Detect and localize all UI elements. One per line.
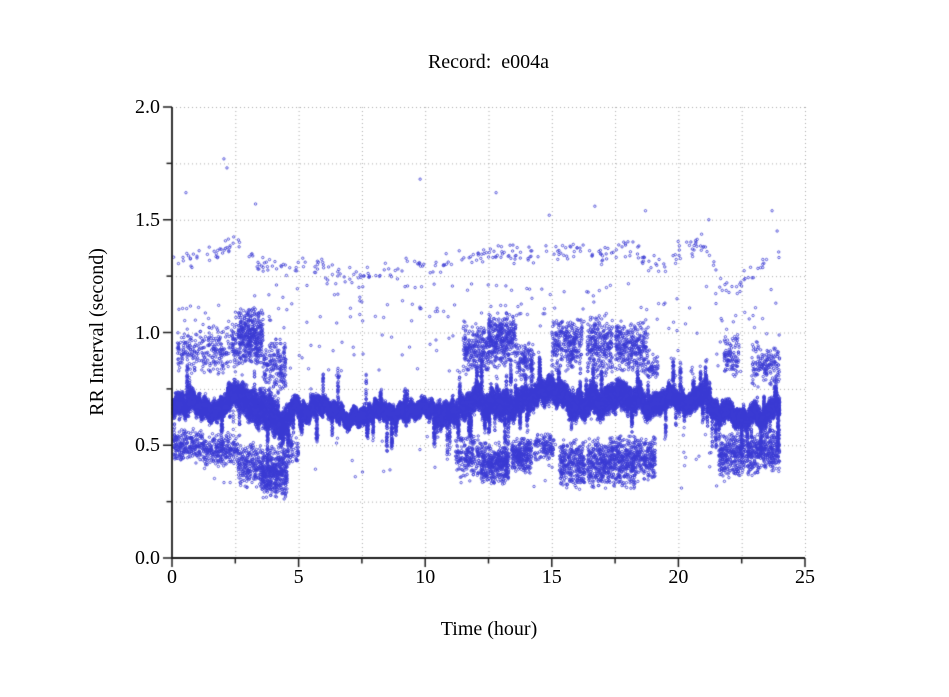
x-tick-label: 20 [668,566,689,588]
y-tick-label: 1.5 [135,208,160,231]
y-tick-label: 1.0 [135,321,160,344]
x-tick-label: 10 [415,566,436,588]
y-tick-label: 2.0 [135,96,160,118]
x-tick-label: 0 [167,566,177,588]
y-tick-label: 0.0 [135,547,160,569]
x-tick-label: 15 [541,566,562,588]
x-tick-label: 5 [293,566,304,588]
x-axis-label: Time (hour) [440,618,538,640]
y-tick-label: 0.5 [135,434,160,457]
x-tick-label: 25 [795,566,815,588]
chart-title: Record: e004a [427,51,550,73]
